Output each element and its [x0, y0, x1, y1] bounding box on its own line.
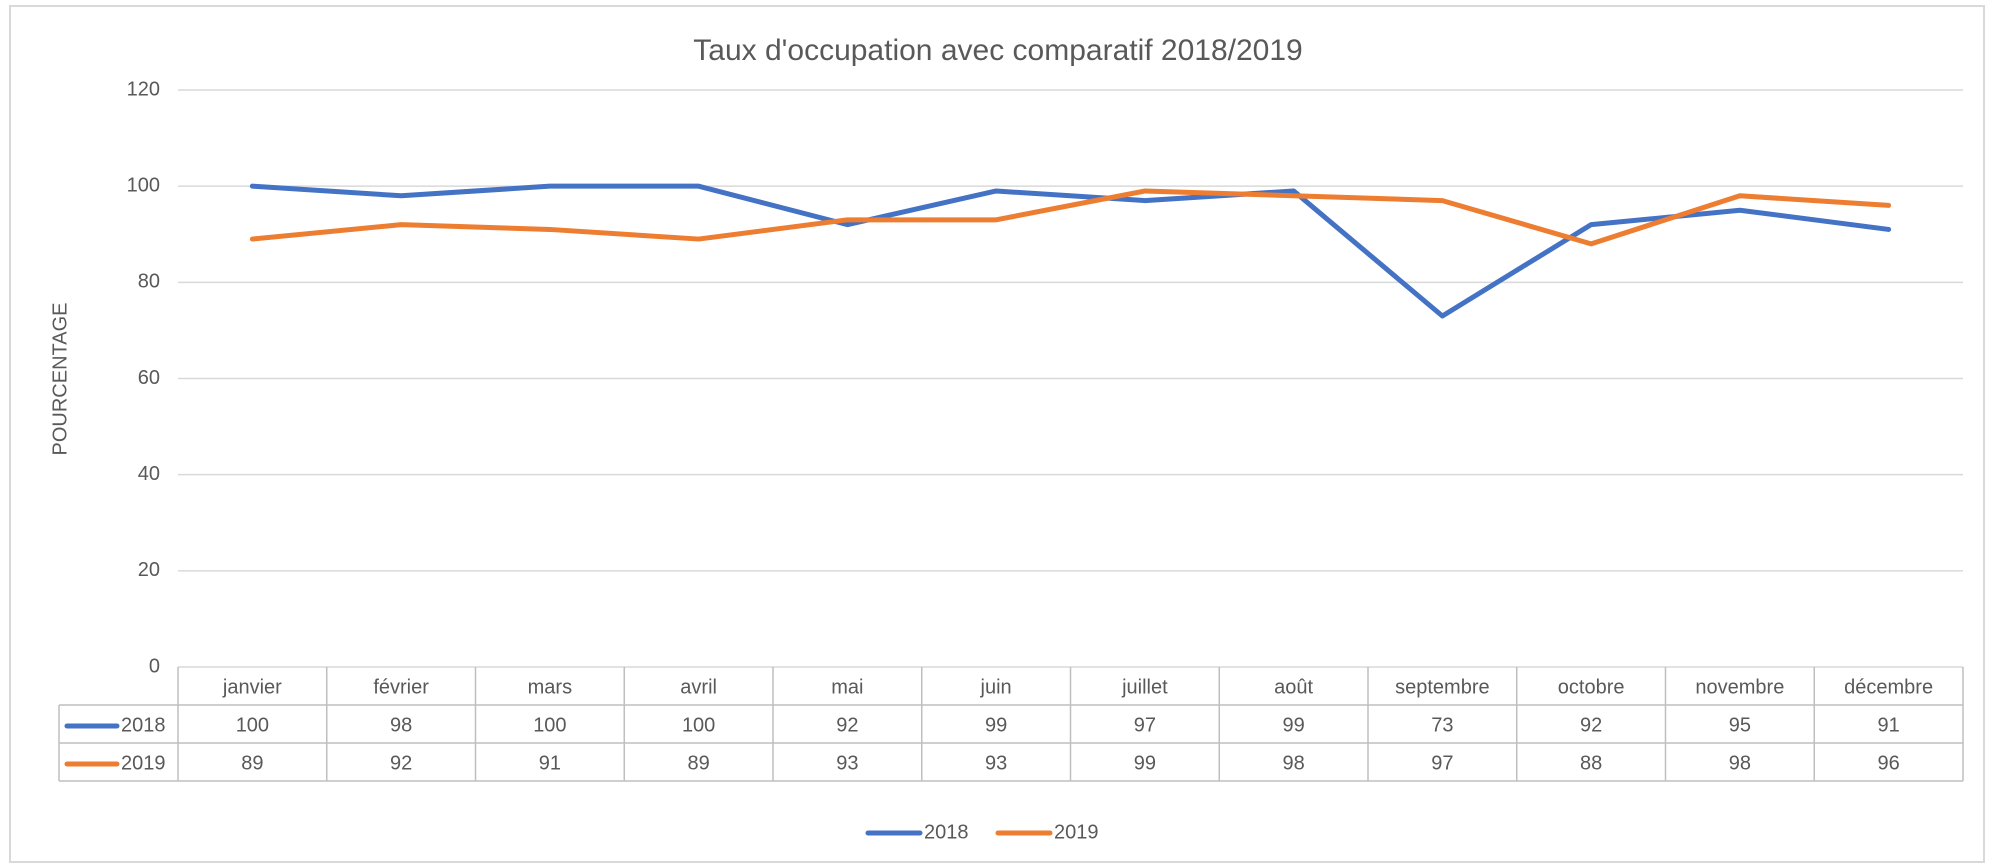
- y-tick-label: 120: [127, 78, 160, 100]
- table-cell: 88: [1580, 752, 1602, 774]
- table-cell: 97: [1431, 752, 1453, 774]
- table-cell: 100: [682, 714, 715, 736]
- y-tick-label: 100: [127, 174, 160, 196]
- table-cell: 92: [836, 714, 858, 736]
- table-cell: 89: [241, 752, 263, 774]
- table-cell: 97: [1134, 714, 1156, 736]
- x-tick-label: juin: [980, 676, 1012, 698]
- table-legend-label: 2018: [121, 714, 166, 736]
- table-cell: 93: [836, 752, 858, 774]
- legend-label: 2018: [924, 821, 969, 843]
- table-cell: 98: [390, 714, 412, 736]
- table-legend-label: 2019: [121, 752, 166, 774]
- table-cell: 92: [1580, 714, 1602, 736]
- table-cell: 95: [1729, 714, 1751, 736]
- table-cell: 99: [985, 714, 1007, 736]
- table-cell: 92: [390, 752, 412, 774]
- x-tick-label: septembre: [1395, 676, 1490, 698]
- table-cell: 91: [1878, 714, 1900, 736]
- x-tick-label: février: [373, 676, 429, 698]
- y-tick-label: 60: [138, 367, 160, 389]
- chart-border: [9, 5, 1985, 863]
- y-tick-label: 40: [138, 463, 160, 485]
- table-cell: 98: [1729, 752, 1751, 774]
- x-tick-label: mai: [831, 676, 863, 698]
- chart-title: Taux d'occupation avec comparatif 2018/2…: [693, 34, 1302, 67]
- legend-label: 2019: [1054, 821, 1099, 843]
- series-line: [249, 183, 1892, 319]
- y-tick-label: 0: [149, 655, 160, 677]
- table-cell: 100: [236, 714, 269, 736]
- table-cell: 99: [1283, 714, 1305, 736]
- y-tick-label: 20: [138, 559, 160, 581]
- x-tick-label: octobre: [1558, 676, 1625, 698]
- x-tick-label: avril: [680, 676, 717, 698]
- x-tick-label: juillet: [1121, 676, 1168, 698]
- x-tick-label: mars: [528, 676, 572, 698]
- x-tick-label: décembre: [1844, 676, 1933, 698]
- table-cell: 91: [539, 752, 561, 774]
- table-cell: 96: [1878, 752, 1900, 774]
- x-tick-label: novembre: [1695, 676, 1784, 698]
- x-tick-label: janvier: [222, 676, 282, 698]
- table-cell: 89: [688, 752, 710, 774]
- y-axis-label: POURCENTAGE: [49, 303, 71, 456]
- x-tick-label: août: [1274, 676, 1313, 698]
- table-cell: 73: [1431, 714, 1453, 736]
- table-cell: 99: [1134, 752, 1156, 774]
- table-cell: 93: [985, 752, 1007, 774]
- table-cell: 98: [1283, 752, 1305, 774]
- y-tick-label: 80: [138, 271, 160, 293]
- series-line: [249, 188, 1892, 247]
- table-cell: 100: [533, 714, 566, 736]
